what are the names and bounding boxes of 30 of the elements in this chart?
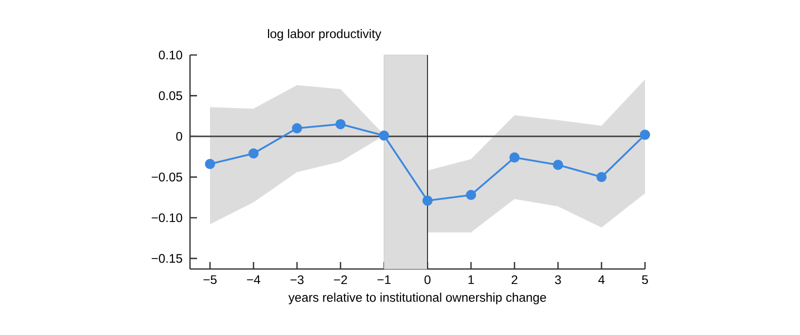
- x-tick-label: −2: [334, 275, 347, 284]
- y-tick-label: 0.05: [158, 91, 182, 100]
- y-tick-label: 0.10: [158, 50, 182, 60]
- x-tick-label: 2: [512, 275, 518, 284]
- x-tick-label: 4: [598, 275, 605, 284]
- point: [204, 158, 216, 170]
- point: [422, 196, 433, 206]
- point: [640, 130, 650, 140]
- x-tick-label: 0: [424, 275, 430, 284]
- x-tick-label: −1: [378, 275, 390, 284]
- y-tick-label: −0.05: [152, 172, 182, 182]
- y-tick-label: −0.10: [152, 213, 182, 222]
- x-axis-title: years relative to institutional ownership change: [288, 292, 546, 304]
- point: [335, 119, 346, 130]
- x-tick-label: 1: [468, 275, 474, 284]
- point: [378, 130, 390, 141]
- x-tick-label: −3: [290, 275, 304, 284]
- x-tick-label: 5: [642, 275, 648, 284]
- x-tick-label: −5: [204, 275, 217, 284]
- point: [552, 160, 564, 170]
- point: [596, 172, 607, 182]
- point: [292, 123, 302, 134]
- x-tick-label: 3: [555, 275, 561, 284]
- x-tick-label: −4: [247, 275, 260, 284]
- point: [248, 148, 259, 159]
- y-axis-title: log labor productivity: [268, 29, 382, 41]
- y-tick-label: 0: [176, 132, 182, 141]
- point: [466, 190, 476, 200]
- y-tick-label: −0.15: [152, 254, 182, 263]
- point: [509, 152, 520, 163]
